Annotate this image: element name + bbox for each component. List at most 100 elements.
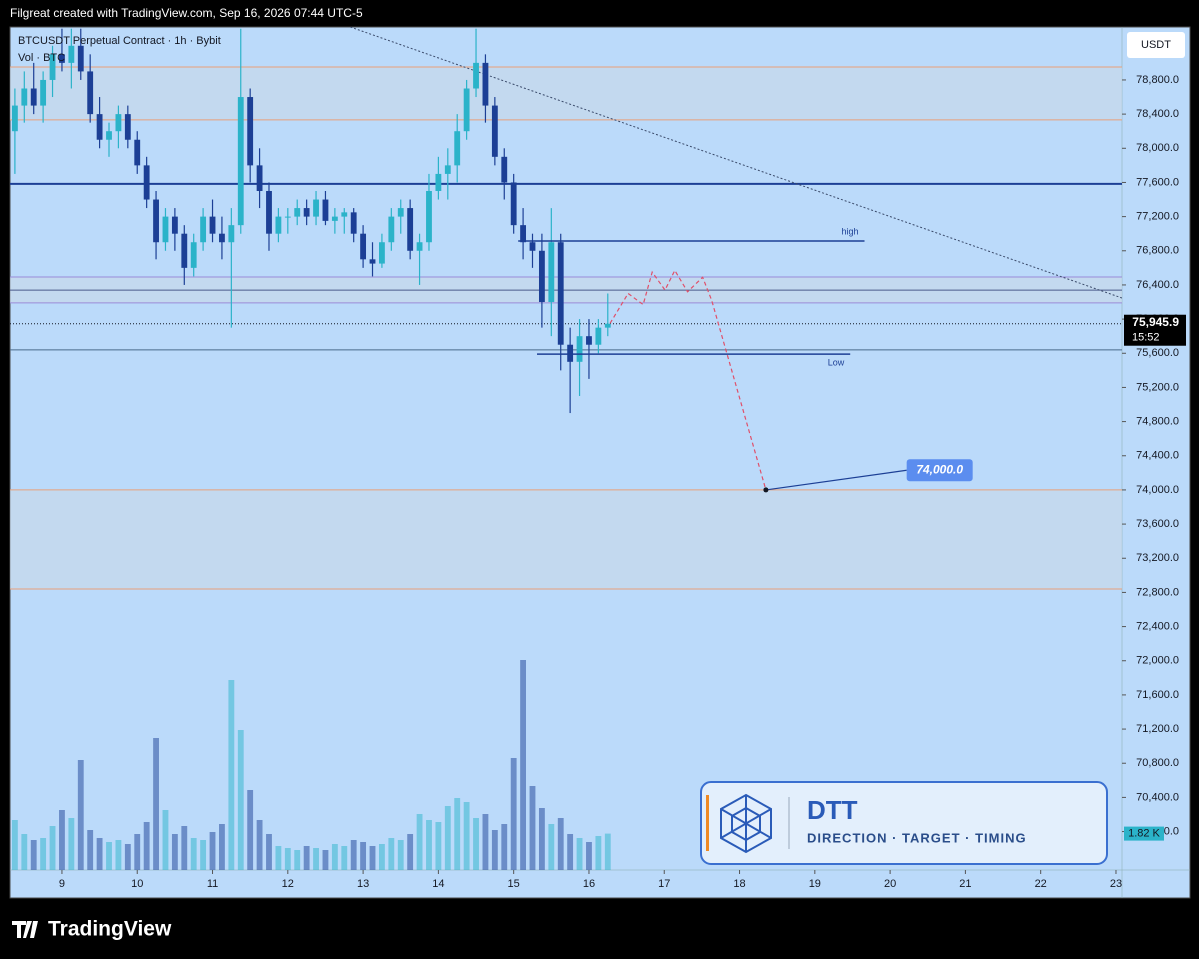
volume-bar — [538, 808, 545, 870]
volume-bar — [416, 814, 423, 870]
y-tick-label: 77,600.0 — [1136, 176, 1179, 188]
x-tick-label: 13 — [357, 878, 369, 890]
volume-bar — [237, 730, 244, 870]
y-tick-label: 75,200.0 — [1136, 381, 1179, 393]
candle-body — [557, 242, 564, 345]
x-tick-label: 15 — [508, 878, 520, 890]
x-tick-label: 19 — [809, 878, 821, 890]
candle-body — [454, 131, 461, 166]
candle-body — [444, 165, 451, 174]
volume-bar — [369, 846, 376, 870]
axes: 70,000.070,400.070,800.071,200.071,600.0… — [59, 74, 1186, 890]
volume-bar — [40, 838, 47, 870]
target-label: 74,000.0 — [916, 462, 963, 476]
candle-body — [426, 190, 432, 243]
candle-body — [491, 105, 498, 157]
volume-bar — [11, 820, 18, 870]
candle-body — [181, 233, 188, 268]
volume-bar — [124, 844, 131, 870]
candle-body — [68, 45, 75, 63]
volume-bar — [322, 850, 329, 870]
volume-bar — [171, 834, 178, 870]
footer-logo: TradingView — [12, 918, 172, 941]
candle-body — [595, 327, 602, 345]
volume-bar — [529, 786, 536, 870]
volume-bar — [341, 846, 348, 870]
volume-bar — [463, 802, 470, 870]
candle-body — [397, 208, 404, 217]
volume-bar — [595, 836, 602, 870]
y-tick-label: 74,800.0 — [1136, 416, 1179, 428]
volume-bar — [143, 822, 150, 870]
volume-bar — [473, 818, 479, 870]
volume-bar — [266, 834, 272, 870]
volume-bar — [190, 838, 197, 870]
volume-label: 1.82 K — [1128, 828, 1160, 840]
logo-title: DTT — [807, 795, 858, 825]
x-tick-label: 23 — [1110, 878, 1122, 890]
volume-bar — [491, 830, 498, 870]
y-tick-label: 70,800.0 — [1136, 757, 1179, 769]
candle-body — [115, 114, 122, 132]
candle-body — [350, 212, 357, 234]
candle-body — [171, 216, 178, 234]
volume-label-box — [1124, 826, 1164, 841]
candle-body — [162, 216, 169, 243]
volume-bar — [247, 790, 254, 870]
currency-box[interactable] — [1127, 32, 1185, 58]
volume-bar — [576, 838, 583, 870]
y-tick-label: 70,400.0 — [1136, 791, 1179, 803]
attribution: Filgreat created with TradingView.com, S… — [10, 6, 363, 20]
dtt-box: DTT DIRECTION · TARGET · TIMING — [700, 781, 1108, 865]
y-tick-label: 72,800.0 — [1136, 586, 1179, 598]
logo-cube — [720, 793, 772, 854]
candle-body — [576, 336, 583, 362]
candle-body — [11, 105, 18, 132]
volume-bar — [275, 846, 282, 870]
candle-body — [143, 165, 150, 200]
y-tick-label: 74,000.0 — [1136, 484, 1179, 496]
volume-bar — [510, 758, 517, 870]
candle-body — [322, 199, 329, 221]
volume-bar — [134, 834, 141, 870]
volume-bar — [426, 820, 432, 870]
price-label: 75,945.9 — [1132, 315, 1179, 329]
candle-body — [520, 225, 527, 243]
x-tick-label: 12 — [282, 878, 294, 890]
candle-body — [388, 216, 395, 243]
volume-bar — [548, 824, 555, 870]
volume-bar — [59, 810, 65, 870]
currency[interactable]: USDT — [1141, 39, 1171, 51]
candle-body — [360, 233, 367, 260]
volume-bar — [454, 798, 461, 870]
y-tick-label: 71,200.0 — [1136, 723, 1179, 735]
volume-bar — [284, 848, 291, 870]
logo-frame — [700, 781, 1108, 865]
volume-bar — [162, 810, 169, 870]
y-tick-label: 73,600.0 — [1136, 518, 1179, 530]
candle-body — [604, 323, 611, 328]
projection-path — [609, 269, 767, 491]
target-point — [763, 487, 769, 493]
candle-body — [548, 242, 555, 303]
volume-bar — [482, 814, 489, 870]
candle-body — [40, 79, 47, 106]
volume-bar — [501, 824, 508, 870]
candle-body — [87, 71, 94, 115]
candle-body — [266, 190, 272, 234]
zone — [10, 66, 1122, 120]
candle-body — [567, 344, 574, 362]
volume-bar — [435, 822, 442, 870]
x-tick-label: 11 — [207, 878, 218, 890]
x-tick-label: 14 — [432, 878, 444, 890]
y-tick-label: 72,000.0 — [1136, 655, 1179, 667]
marked-level-label: Low — [828, 357, 845, 367]
chart-panel — [9, 26, 1191, 899]
volume-bar — [294, 850, 301, 870]
candle-body — [275, 216, 282, 234]
volume-title: Vol · BTC — [18, 52, 65, 64]
volume-bar — [200, 840, 207, 870]
candle-body — [153, 199, 159, 243]
candle-body — [538, 250, 545, 303]
